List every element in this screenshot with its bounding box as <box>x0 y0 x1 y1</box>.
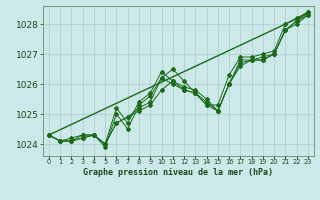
X-axis label: Graphe pression niveau de la mer (hPa): Graphe pression niveau de la mer (hPa) <box>84 168 273 177</box>
